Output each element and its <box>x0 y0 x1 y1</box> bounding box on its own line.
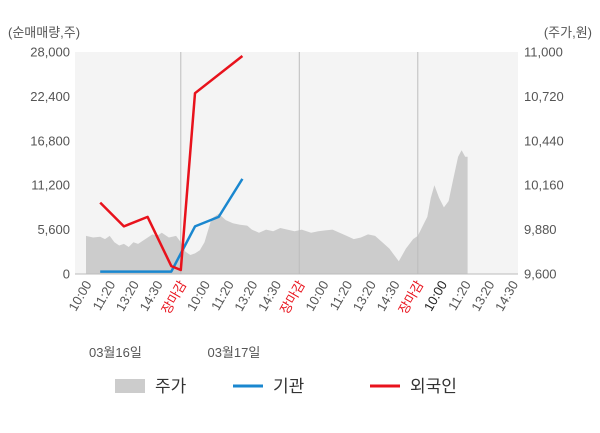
y-right-tick-label: 10,160 <box>524 178 564 193</box>
y-right-tick-label: 10,720 <box>524 89 564 104</box>
y-left-tick-label: 28,000 <box>30 45 70 60</box>
y-left-tick-label: 11,200 <box>31 178 70 193</box>
y-left-tick-label: 22,400 <box>30 89 70 104</box>
y-left-tick-layer: 28,000 22,400 16,800 11,200 5,600 0 <box>30 45 70 282</box>
y-right-tick-label: 11,000 <box>524 45 563 60</box>
x-tick-label: 13:20 <box>231 278 260 314</box>
y-left-tick-label: 5,600 <box>37 222 70 237</box>
y-left-tick-label: 16,800 <box>30 133 70 148</box>
series-line-외국인 <box>99 55 244 272</box>
x-tick-label: 13:20 <box>350 278 379 314</box>
x-tick-label: 장마감 <box>395 278 426 317</box>
x-tick-label: 장마감 <box>277 278 308 317</box>
x-tick-label: 10:00 <box>184 278 213 314</box>
x-tick-label: 장마감 <box>158 278 189 317</box>
x-tick-layer: 10:0011:2013:2014:30장마감10:0011:2013:2014… <box>65 278 521 317</box>
x-tick-label: 10:00 <box>302 278 331 314</box>
legend-label: 기관 <box>273 377 304 396</box>
y-left-tick-label: 0 <box>63 267 70 282</box>
price-area <box>86 150 468 274</box>
series-line-layer <box>99 55 244 273</box>
y-right-tick-label: 10,440 <box>524 133 564 148</box>
x-tick-label: 14:30 <box>492 278 521 314</box>
price-area-layer <box>86 150 468 274</box>
legend-item-외국인: 외국인 <box>370 377 457 396</box>
legend: 주가 기관 외국인 <box>115 377 457 396</box>
right-axis-label: (주가,원) <box>544 25 592 40</box>
legend-item-기관: 기관 <box>233 377 304 396</box>
x-tick-label: 13:20 <box>113 278 142 314</box>
y-right-tick-label: 9,880 <box>524 222 557 237</box>
legend-item-주가: 주가 <box>115 377 187 396</box>
legend-label: 주가 <box>155 377 187 396</box>
left-axis-label: (순매매량,주) <box>8 25 80 40</box>
x-tick-label: 10:00 <box>421 278 450 314</box>
legend-swatch-area <box>115 379 145 393</box>
date-label: 03월16일 <box>89 345 142 360</box>
x-tick-label: 10:00 <box>65 278 94 314</box>
session-divider-layer <box>180 52 419 274</box>
date-label: 03월17일 <box>207 345 260 360</box>
y-right-tick-layer: 11,000 10,720 10,440 10,160 9,880 9,600 <box>524 45 564 282</box>
y-right-tick-label: 9,600 <box>524 267 557 282</box>
date-label-layer: 03월16일 03월17일 <box>89 345 260 360</box>
legend-label: 외국인 <box>410 377 457 396</box>
series-line-기관 <box>100 178 244 273</box>
x-tick-label: 13:20 <box>468 278 497 314</box>
